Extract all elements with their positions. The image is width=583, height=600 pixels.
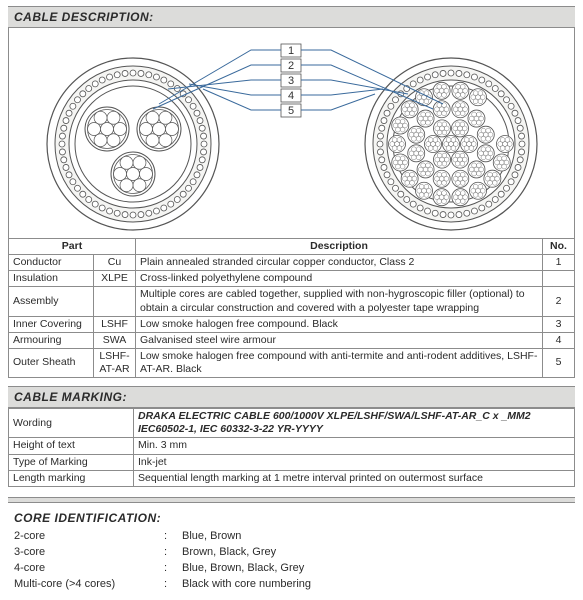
- cell-no: 2: [543, 287, 575, 316]
- table-row: Type of MarkingInk-jet: [9, 454, 575, 470]
- table-row: Inner CoveringLSHFLow smoke halogen free…: [9, 316, 575, 332]
- cell-mark-label: Wording: [9, 409, 134, 438]
- cell-material: LSHF: [94, 316, 136, 332]
- core-key: Multi-core (>4 cores): [14, 577, 164, 593]
- colon: :: [164, 561, 182, 577]
- cell-material: LSHF-AT-AR: [94, 348, 136, 377]
- svg-text:4: 4: [288, 90, 294, 102]
- section-core-identification: CORE IDENTIFICATION:: [8, 511, 575, 525]
- section-cable-description: CABLE DESCRIPTION:: [8, 6, 575, 28]
- section-divider: [8, 497, 575, 503]
- cable-diagram: 1 2 3 4 5: [8, 28, 575, 238]
- core-key: 3-core: [14, 545, 164, 561]
- svg-text:3: 3: [288, 75, 294, 87]
- cable-cross-section-multicore: [365, 58, 537, 230]
- table-row: ConductorCuPlain annealed stranded circu…: [9, 255, 575, 271]
- core-value: Blue, Brown, Black, Grey: [182, 561, 304, 577]
- cell-part: Assembly: [9, 287, 94, 316]
- callout-labels: 1 2 3 4 5: [281, 44, 301, 117]
- list-item: 3-core:Brown, Black, Grey: [14, 545, 569, 561]
- cell-part: Inner Covering: [9, 316, 94, 332]
- list-item: 4-core:Blue, Brown, Black, Grey: [14, 561, 569, 577]
- table-row: InsulationXLPECross-linked polyethylene …: [9, 271, 575, 287]
- cell-mark-value: DRAKA ELECTRIC CABLE 600/1000V XLPE/LSHF…: [134, 409, 575, 438]
- cell-description: Multiple cores are cabled together, supp…: [136, 287, 543, 316]
- cell-material: [94, 287, 136, 316]
- cell-part: Insulation: [9, 271, 94, 287]
- colon: :: [164, 577, 182, 593]
- list-item: Multi-core (>4 cores):Black with core nu…: [14, 577, 569, 593]
- cell-mark-value: Ink-jet: [134, 454, 575, 470]
- cell-description: Galvanised steel wire armour: [136, 332, 543, 348]
- cell-mark-label: Length marking: [9, 470, 134, 486]
- cable-description-table: Part Description No. ConductorCuPlain an…: [8, 238, 575, 378]
- th-description: Description: [136, 239, 543, 255]
- cell-part: Armouring: [9, 332, 94, 348]
- section-cable-marking: CABLE MARKING:: [8, 386, 575, 408]
- core-value: Brown, Black, Grey: [182, 545, 276, 561]
- cell-part: Conductor: [9, 255, 94, 271]
- table-row: WordingDRAKA ELECTRIC CABLE 600/1000V XL…: [9, 409, 575, 438]
- cell-material: SWA: [94, 332, 136, 348]
- cell-no: 5: [543, 348, 575, 377]
- cell-no: 4: [543, 332, 575, 348]
- th-part: Part: [9, 239, 136, 255]
- cell-mark-label: Type of Marking: [9, 454, 134, 470]
- table-row: Outer SheathLSHF-AT-ARLow smoke halogen …: [9, 348, 575, 377]
- cell-material: XLPE: [94, 271, 136, 287]
- svg-text:2: 2: [288, 60, 294, 72]
- cell-mark-value: Sequential length marking at 1 metre int…: [134, 470, 575, 486]
- core-key: 2-core: [14, 529, 164, 545]
- table-row: Length markingSequential length marking …: [9, 470, 575, 486]
- core-value: Blue, Brown: [182, 529, 241, 545]
- cell-description: Cross-linked polyethylene compound: [136, 271, 543, 287]
- core-key: 4-core: [14, 561, 164, 577]
- cable-marking-table: WordingDRAKA ELECTRIC CABLE 600/1000V XL…: [8, 408, 575, 487]
- cell-mark-value: Min. 3 mm: [134, 438, 575, 454]
- cell-description: Low smoke halogen free compound. Black: [136, 316, 543, 332]
- cell-no: 3: [543, 316, 575, 332]
- core-value: Black with core numbering: [182, 577, 311, 593]
- svg-text:5: 5: [288, 105, 294, 117]
- cell-no: [543, 271, 575, 287]
- cell-description: Plain annealed stranded circular copper …: [136, 255, 543, 271]
- cell-no: 1: [543, 255, 575, 271]
- svg-text:1: 1: [288, 45, 294, 57]
- colon: :: [164, 545, 182, 561]
- cell-part: Outer Sheath: [9, 348, 94, 377]
- table-row: Height of textMin. 3 mm: [9, 438, 575, 454]
- cell-material: Cu: [94, 255, 136, 271]
- table-row: Assembly Multiple cores are cabled togeth…: [9, 287, 575, 316]
- cell-mark-label: Height of text: [9, 438, 134, 454]
- core-identification-list: 2-core:Blue, Brown3-core:Brown, Black, G…: [8, 525, 575, 593]
- table-row: ArmouringSWAGalvanised steel wire armour…: [9, 332, 575, 348]
- th-no: No.: [543, 239, 575, 255]
- list-item: 2-core:Blue, Brown: [14, 529, 569, 545]
- cell-description: Low smoke halogen free compound with ant…: [136, 348, 543, 377]
- colon: :: [164, 529, 182, 545]
